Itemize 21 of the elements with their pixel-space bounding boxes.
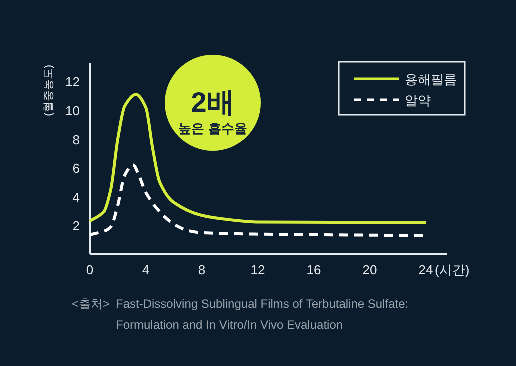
annotation: 높은 흡수율	[178, 121, 248, 136]
text: <출처>	[72, 296, 110, 313]
text: Fast-Dissolving Sublingual Films of Terbutaline Sulfate: Formulation and In Vitro/In Vivo Evaluation	[116, 296, 410, 334]
y-tick-label: 4	[72, 190, 80, 205]
x-tick-label: 20	[362, 262, 378, 278]
x-tick-label: 8	[198, 262, 206, 278]
y-tick-label: 10	[66, 104, 80, 119]
y-tick-label: 6	[72, 161, 80, 176]
y-tick-label: 12	[66, 74, 80, 90]
y-axis-title: (혈중농도)	[43, 65, 55, 116]
x-tick-label: 12	[250, 262, 266, 278]
x-axis-title: (시간)	[435, 262, 470, 278]
y-tick-label: 8	[72, 132, 80, 148]
y-tick-label: 2	[72, 218, 80, 234]
legend-label: 알약	[405, 93, 431, 108]
x-tick-label: 4	[142, 262, 150, 278]
annotation: 2배	[191, 87, 235, 118]
x-tick-label: 24	[418, 262, 434, 278]
x-tick-label: 0	[86, 262, 94, 278]
legend-label: 용해필름	[405, 72, 457, 87]
x-tick-label: 16	[306, 262, 322, 278]
